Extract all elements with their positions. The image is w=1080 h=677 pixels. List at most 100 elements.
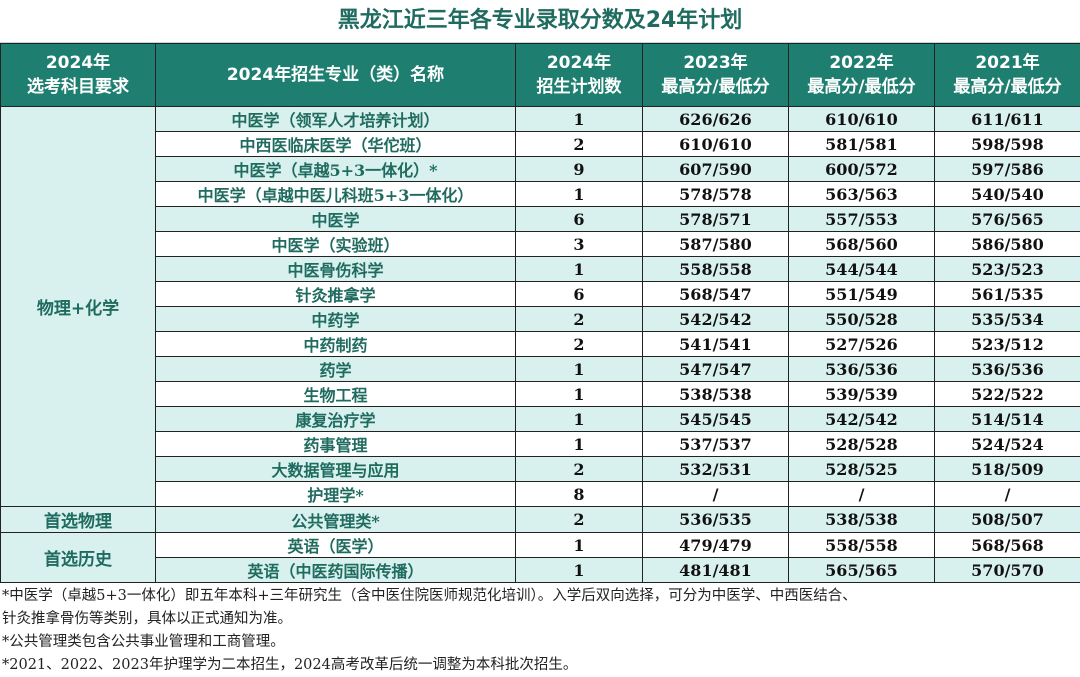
major-name-cell: 中医骨伤科学 bbox=[156, 257, 516, 282]
score-2021-cell: / bbox=[935, 482, 1080, 507]
major-name-cell: 中药制药 bbox=[156, 332, 516, 357]
plan-count-cell: 2 bbox=[516, 132, 643, 157]
admission-table: 2024年 选考科目要求 2024年招生专业（类）名称 2024年 招生计划数 … bbox=[0, 43, 1080, 583]
score-2022-cell: 551/549 bbox=[789, 282, 935, 307]
score-2021-cell: 568/568 bbox=[935, 533, 1080, 558]
score-2022-cell: 563/563 bbox=[789, 182, 935, 207]
score-2021-cell: 586/580 bbox=[935, 232, 1080, 257]
header-plan-line2: 招生计划数 bbox=[516, 75, 642, 99]
header-plan-line1: 2024年 bbox=[516, 51, 642, 75]
score-2023-cell: 587/580 bbox=[643, 232, 789, 257]
header-2023-line2: 最高分/最低分 bbox=[643, 75, 788, 99]
score-2022-cell: 557/553 bbox=[789, 207, 935, 232]
score-2022-cell: 539/539 bbox=[789, 382, 935, 407]
major-name-cell: 英语（中医药国际传播） bbox=[156, 558, 516, 583]
plan-count-cell: 9 bbox=[516, 157, 643, 182]
plan-count-cell: 1 bbox=[516, 432, 643, 457]
score-2022-cell: 528/528 bbox=[789, 432, 935, 457]
plan-count-cell: 8 bbox=[516, 482, 643, 507]
header-2021: 2021年 最高分/最低分 bbox=[935, 44, 1080, 107]
plan-count-cell: 1 bbox=[516, 407, 643, 432]
score-2022-cell: 610/610 bbox=[789, 107, 935, 132]
header-2022: 2022年 最高分/最低分 bbox=[789, 44, 935, 107]
header-2023-line1: 2023年 bbox=[643, 51, 788, 75]
major-name-cell: 中药学 bbox=[156, 307, 516, 332]
score-2023-cell: 578/578 bbox=[643, 182, 789, 207]
score-2023-cell: 532/531 bbox=[643, 457, 789, 482]
major-name-cell: 中医学 bbox=[156, 207, 516, 232]
major-name-cell: 康复治疗学 bbox=[156, 407, 516, 432]
major-name-cell: 针灸推拿学 bbox=[156, 282, 516, 307]
score-2023-cell: 558/558 bbox=[643, 257, 789, 282]
header-2021-line1: 2021年 bbox=[935, 51, 1080, 75]
score-2023-cell: 626/626 bbox=[643, 107, 789, 132]
footnote-line: *中医学（卓越5+3一体化）即五年本科+三年研究生（含中医住院医师规范化培训）。… bbox=[2, 585, 1080, 608]
subject-group-cell: 物理+化学 bbox=[1, 107, 156, 507]
score-2023-cell: 610/610 bbox=[643, 132, 789, 157]
plan-count-cell: 3 bbox=[516, 232, 643, 257]
plan-count-cell: 2 bbox=[516, 332, 643, 357]
major-name-cell: 药事管理 bbox=[156, 432, 516, 457]
score-2023-cell: 536/535 bbox=[643, 507, 789, 533]
header-2023: 2023年 最高分/最低分 bbox=[643, 44, 789, 107]
score-2022-cell: / bbox=[789, 482, 935, 507]
header-plan-count: 2024年 招生计划数 bbox=[516, 44, 643, 107]
score-2022-cell: 558/558 bbox=[789, 533, 935, 558]
plan-count-cell: 6 bbox=[516, 207, 643, 232]
plan-count-cell: 2 bbox=[516, 307, 643, 332]
plan-count-cell: 1 bbox=[516, 558, 643, 583]
score-2021-cell: 523/523 bbox=[935, 257, 1080, 282]
score-2021-cell: 570/570 bbox=[935, 558, 1080, 583]
score-2023-cell: 578/571 bbox=[643, 207, 789, 232]
score-2021-cell: 523/512 bbox=[935, 332, 1080, 357]
score-2023-cell: 537/537 bbox=[643, 432, 789, 457]
score-2021-cell: 508/507 bbox=[935, 507, 1080, 533]
score-2021-cell: 536/536 bbox=[935, 357, 1080, 382]
score-2021-cell: 576/565 bbox=[935, 207, 1080, 232]
header-major-name: 2024年招生专业（类）名称 bbox=[156, 44, 516, 107]
plan-count-cell: 1 bbox=[516, 357, 643, 382]
header-2022-line1: 2022年 bbox=[789, 51, 934, 75]
plan-count-cell: 1 bbox=[516, 182, 643, 207]
score-2022-cell: 527/526 bbox=[789, 332, 935, 357]
footnote-line: 针灸推拿骨伤等类别，具体以正式通知为准。 bbox=[2, 608, 1080, 631]
subject-group-cell: 首选物理 bbox=[1, 507, 156, 533]
score-2023-cell: 607/590 bbox=[643, 157, 789, 182]
score-2023-cell: 542/542 bbox=[643, 307, 789, 332]
score-2023-cell: 481/481 bbox=[643, 558, 789, 583]
score-2022-cell: 536/536 bbox=[789, 357, 935, 382]
score-2023-cell: / bbox=[643, 482, 789, 507]
score-2023-cell: 545/545 bbox=[643, 407, 789, 432]
plan-count-cell: 1 bbox=[516, 382, 643, 407]
major-name-cell: 大数据管理与应用 bbox=[156, 457, 516, 482]
score-2022-cell: 528/525 bbox=[789, 457, 935, 482]
score-2022-cell: 565/565 bbox=[789, 558, 935, 583]
plan-count-cell: 1 bbox=[516, 533, 643, 558]
plan-count-cell: 1 bbox=[516, 257, 643, 282]
score-2021-cell: 611/611 bbox=[935, 107, 1080, 132]
footnote-line: *公共管理类包含公共事业管理和工商管理。 bbox=[2, 631, 1080, 654]
major-name-cell: 中西医临床医学（华佗班） bbox=[156, 132, 516, 157]
page-title: 黑龙江近三年各专业录取分数及24年计划 bbox=[0, 0, 1080, 43]
score-2022-cell: 581/581 bbox=[789, 132, 935, 157]
major-name-cell: 中医学（卓越中医儿科班5+3一体化） bbox=[156, 182, 516, 207]
table-header-row: 2024年 选考科目要求 2024年招生专业（类）名称 2024年 招生计划数 … bbox=[1, 44, 1080, 107]
major-name-cell: 中医学（卓越5+3一体化）* bbox=[156, 157, 516, 182]
footnotes: *中医学（卓越5+3一体化）即五年本科+三年研究生（含中医住院医师规范化培训）。… bbox=[0, 583, 1080, 677]
plan-count-cell: 6 bbox=[516, 282, 643, 307]
score-2022-cell: 544/544 bbox=[789, 257, 935, 282]
score-2023-cell: 547/547 bbox=[643, 357, 789, 382]
score-2022-cell: 568/560 bbox=[789, 232, 935, 257]
plan-count-cell: 2 bbox=[516, 507, 643, 533]
